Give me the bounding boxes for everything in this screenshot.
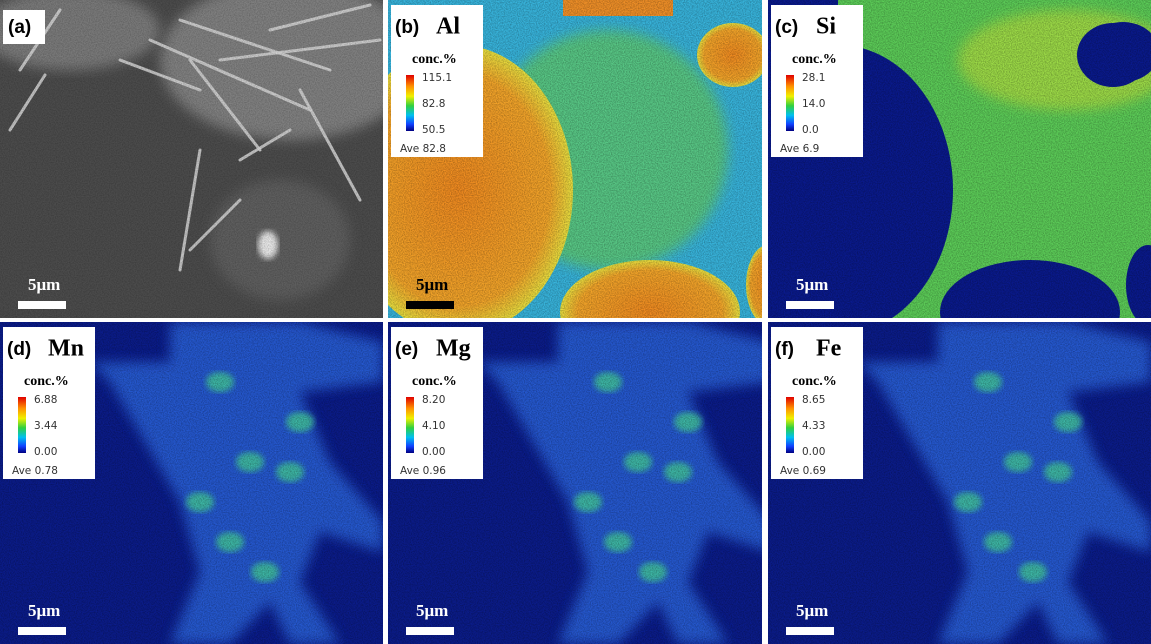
scale-bar-label: 5μm	[28, 275, 60, 294]
panel-label: (a)	[8, 17, 31, 38]
scale-bar-label: 5μm	[796, 601, 828, 620]
legend-average: Ave 82.8	[400, 143, 446, 155]
colorbar	[786, 397, 794, 453]
panel-image	[0, 0, 383, 318]
scale-bar-label: 5μm	[796, 275, 828, 294]
colorbar-tick-label: 8.20	[422, 394, 445, 406]
colorbar-tick-label: 4.33	[802, 420, 825, 432]
scale-bar	[18, 301, 66, 309]
colorbar-tick-label: 14.0	[802, 98, 825, 110]
legend-unit: conc.%	[792, 374, 837, 389]
colorbar-tick-label: 82.8	[422, 98, 445, 110]
legend-unit: conc.%	[412, 374, 457, 389]
colorbar-tick-label: 4.10	[422, 420, 445, 432]
colorbar	[406, 397, 414, 453]
panel: (f) Fe conc.% 8.65 4.33 0.00 Ave 0.69 5μm	[768, 322, 1151, 644]
panel-label: (f)	[775, 339, 794, 360]
colorbar-tick-label: 0.0	[802, 124, 819, 136]
element-name: Mg	[436, 336, 471, 362]
element-name: Mn	[48, 336, 84, 362]
colorbar-tick-label: 6.88	[34, 394, 57, 406]
legend-average: Ave 6.9	[780, 143, 819, 155]
element-name: Fe	[816, 336, 842, 362]
scale-bar	[786, 627, 834, 635]
scale-bar-label: 5μm	[28, 601, 60, 620]
colorbar-tick-label: 0.00	[34, 446, 57, 458]
colorbar-tick-label: 115.1	[422, 72, 452, 84]
label-box	[3, 10, 45, 44]
colorbar-tick-label: 50.5	[422, 124, 445, 136]
panel: (b) Al conc.% 115.1 82.8 50.5 Ave 82.8 5μm	[388, 0, 762, 318]
panel-label: (e)	[395, 339, 418, 360]
legend-unit: conc.%	[412, 52, 457, 67]
colorbar	[18, 397, 26, 453]
legend-average: Ave 0.78	[12, 465, 58, 477]
colorbar-tick-label: 0.00	[422, 446, 445, 458]
colorbar-tick-label: 8.65	[802, 394, 825, 406]
panel: (e) Mg conc.% 8.20 4.10 0.00 Ave 0.96 5μm	[388, 322, 762, 644]
panel: (c) Si conc.% 28.1 14.0 0.0 Ave 6.9 5μm	[768, 0, 1151, 318]
scale-bar-label: 5μm	[416, 601, 448, 620]
colorbar-tick-label: 28.1	[802, 72, 825, 84]
panel-image	[768, 322, 1151, 644]
legend-unit: conc.%	[792, 52, 837, 67]
legend-average: Ave 0.69	[780, 465, 826, 477]
panel: (d) Mn conc.% 6.88 3.44 0.00 Ave 0.78 5μm	[0, 322, 383, 644]
scale-bar	[786, 301, 834, 309]
panel: (a) 5μm	[0, 0, 383, 318]
texture	[0, 0, 383, 318]
scale-bar	[18, 627, 66, 635]
element-name: Al	[436, 14, 460, 40]
panel-label: (c)	[775, 17, 798, 38]
colorbar	[406, 75, 414, 131]
panel-label: (b)	[395, 17, 419, 38]
legend-unit: conc.%	[24, 374, 69, 389]
scale-bar	[406, 627, 454, 635]
colorbar	[786, 75, 794, 131]
panel-label: (d)	[7, 339, 31, 360]
legend-average: Ave 0.96	[400, 465, 446, 477]
element-name: Si	[816, 14, 836, 40]
colorbar-tick-label: 3.44	[34, 420, 58, 432]
colorbar-tick-label: 0.00	[802, 446, 825, 458]
scale-bar	[406, 301, 454, 309]
scale-bar-label: 5μm	[416, 275, 448, 294]
